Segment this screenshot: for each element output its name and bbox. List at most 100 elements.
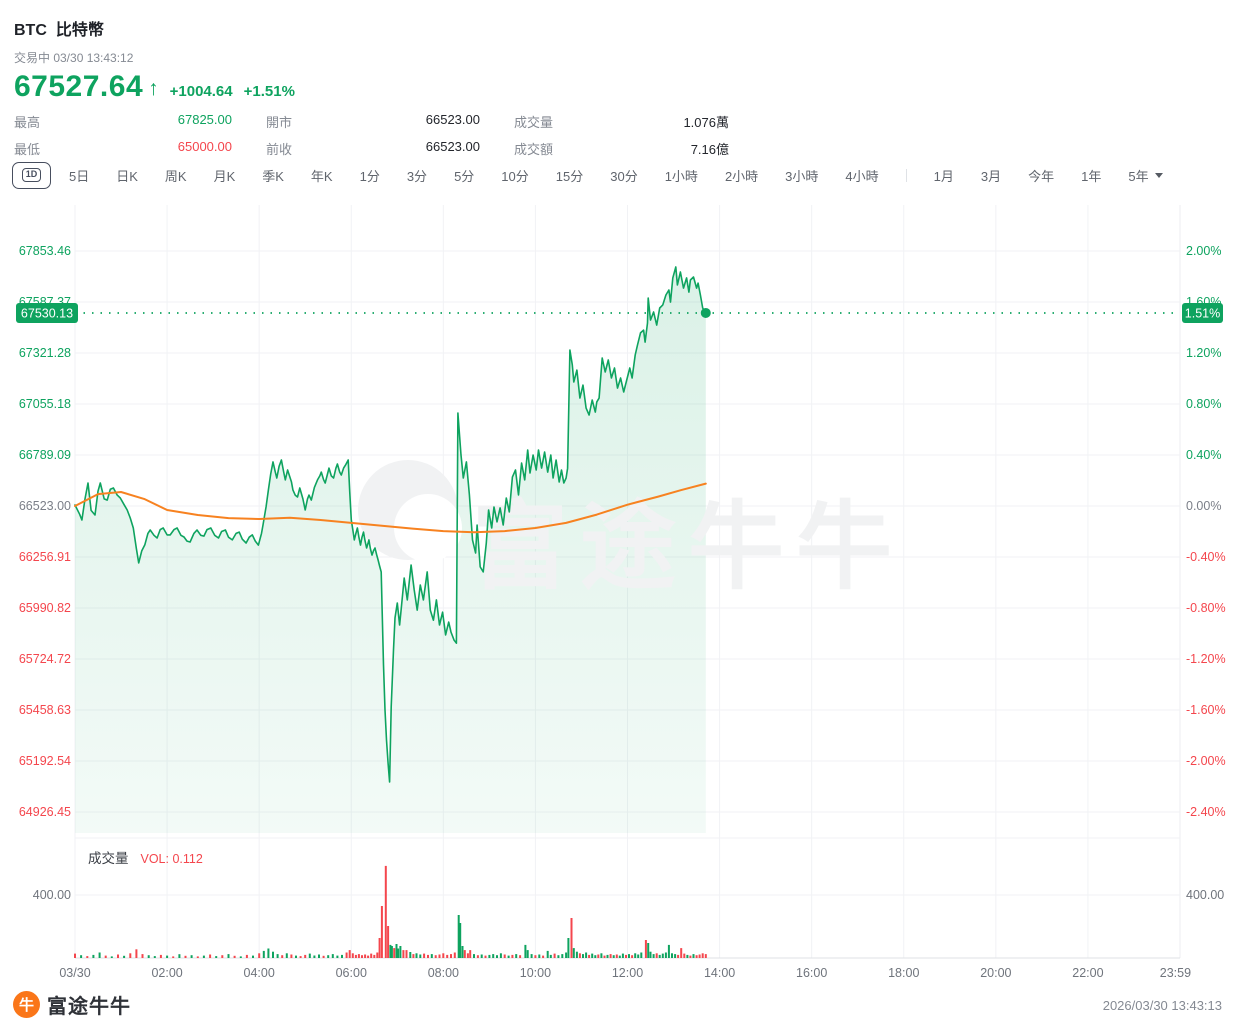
volume-bar (538, 954, 541, 958)
volume-bar (262, 950, 265, 958)
left-axis-label: 65458.63 (19, 703, 71, 717)
volume-bar (572, 948, 575, 958)
price-change: +1004.64 (169, 83, 233, 100)
period-tab-15[interactable]: 4小時 (845, 162, 878, 189)
x-axis-label: 04:00 (244, 966, 275, 980)
price-line (74, 266, 707, 783)
period-toolbar: 1D 5日 日K 周K 月K 季K 年K 1分 3分 5分 10分 15分 30分 1小時 2小時 3小時 4… (12, 160, 1163, 190)
average-price-line (74, 482, 707, 534)
right-axis-label: -2.00% (1186, 754, 1226, 768)
period-tab-18[interactable]: 3月 (981, 162, 1001, 189)
period-tab-4[interactable]: 季K (262, 162, 284, 189)
volume-bar (402, 950, 405, 958)
volume-bar (655, 953, 658, 958)
volume-bar (634, 953, 637, 958)
volume-bar (397, 948, 400, 958)
volume-bar (698, 954, 701, 958)
volume-bar (313, 955, 316, 958)
volume-bar (488, 954, 491, 958)
volume-bar (245, 954, 248, 958)
volume-bar (123, 955, 126, 958)
volume-header: 成交量 VOL: 0.112 (88, 847, 203, 867)
volume-bar (542, 955, 545, 958)
volume-bar (438, 954, 441, 958)
volume-bar (534, 955, 537, 958)
volume-bar (511, 954, 514, 958)
volume-bar (649, 951, 652, 958)
right-axis-label: 0.40% (1186, 448, 1221, 462)
volume-bar (434, 955, 437, 958)
chart-canvas[interactable]: 富途牛牛67853.4667587.3767321.2867055.186678… (0, 0, 1239, 984)
volume-bar (480, 954, 483, 958)
volume-bar (357, 954, 360, 958)
right-axis-label: -2.40% (1186, 805, 1226, 819)
volume-bar (336, 955, 339, 958)
stat-開市: 開市 66523.00 (266, 112, 480, 131)
period-tab-12[interactable]: 1小時 (665, 162, 698, 189)
volume-bar (575, 951, 578, 958)
volume-bar (606, 954, 609, 958)
period-tab-13[interactable]: 2小時 (725, 162, 758, 189)
period-tab-14[interactable]: 3小時 (785, 162, 818, 189)
chart-mode-button[interactable]: 1D (12, 161, 51, 189)
volume-value: VOL: 0.112 (140, 852, 203, 866)
volume-bar (459, 923, 462, 958)
period-tab-11[interactable]: 30分 (610, 162, 637, 189)
period-dropdown[interactable]: 5年 (1128, 162, 1163, 189)
volume-bar (496, 955, 498, 958)
period-tab-17[interactable]: 1月 (934, 162, 954, 189)
volume-bar (570, 918, 573, 958)
volume-bar (582, 954, 584, 958)
period-tabs: 5日 日K 周K 月K 季K 年K 1分 3分 5分 10分 15分 30分 1小時 2小時 3小時 4小時 1… (69, 162, 1128, 189)
volume-bar (625, 954, 627, 958)
volume-bar (515, 954, 518, 958)
volume-bar (351, 953, 354, 958)
volume-bar (647, 943, 650, 958)
volume-bar (503, 954, 506, 958)
period-tab-5[interactable]: 年K (311, 162, 333, 189)
volume-bar (190, 955, 193, 958)
volume-bar (370, 953, 373, 958)
volume-bar (281, 955, 284, 958)
right-axis-label: 0.80% (1186, 397, 1221, 411)
volume-bar (557, 955, 560, 958)
volume-bar (674, 954, 677, 958)
volume-bar (578, 953, 581, 958)
period-tab-9[interactable]: 10分 (501, 162, 528, 189)
volume-bar (399, 946, 402, 958)
volume-bar (409, 952, 412, 958)
period-tab-8[interactable]: 5分 (454, 162, 474, 189)
period-tab-2[interactable]: 周K (165, 162, 187, 189)
volume-bar (308, 953, 311, 958)
period-tab-19[interactable]: 今年 (1028, 162, 1054, 189)
volume-bar (387, 926, 390, 958)
volume-bar (221, 955, 224, 958)
period-tab-3[interactable]: 月K (214, 162, 236, 189)
period-tab-10[interactable]: 15分 (556, 162, 583, 189)
volume-bar (327, 955, 330, 958)
volume-bar (565, 952, 568, 958)
stat-前收: 前收 66523.00 (266, 139, 480, 158)
volume-bar (147, 955, 150, 958)
watermark-logo-cut (394, 494, 462, 562)
quote-stats: 最高 67825.00 最低 65000.00 開市 66523.00 前收 66523.00… (14, 112, 729, 158)
x-axis-label: 06:00 (336, 966, 367, 980)
left-axis-label: 67055.18 (19, 397, 71, 411)
left-axis-label: 65990.82 (19, 601, 71, 615)
right-axis-label: -0.40% (1186, 550, 1226, 564)
period-tab-20[interactable]: 1年 (1081, 162, 1101, 189)
volume-bar (461, 946, 464, 958)
volume-bar (267, 948, 270, 958)
volume-bar (597, 954, 600, 958)
watermark: 富途牛牛 (358, 460, 892, 601)
volume-bar (233, 955, 236, 958)
stat-label: 前收 (266, 142, 293, 157)
period-tab-6[interactable]: 1分 (360, 162, 380, 189)
period-tab-7[interactable]: 3分 (407, 162, 427, 189)
right-axis-label: 1.20% (1186, 346, 1221, 360)
period-tab-1[interactable]: 日K (116, 162, 138, 189)
stat-value: 1.076萬 (683, 115, 729, 130)
period-tab-0[interactable]: 5日 (69, 162, 89, 189)
volume-bar (331, 954, 334, 958)
volume-bar (427, 954, 429, 958)
